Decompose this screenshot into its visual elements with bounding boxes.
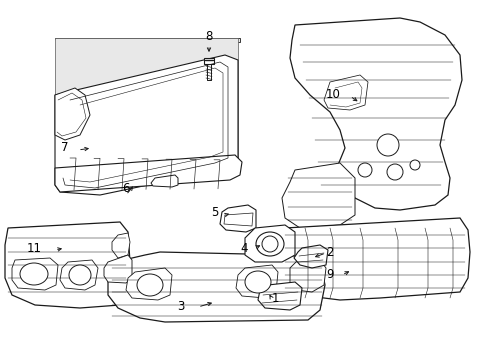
Ellipse shape (20, 263, 48, 285)
Polygon shape (60, 260, 98, 290)
Text: 6: 6 (122, 182, 129, 195)
Polygon shape (55, 88, 90, 140)
Text: 2: 2 (325, 247, 333, 260)
Polygon shape (108, 252, 325, 322)
Text: 11: 11 (27, 242, 42, 255)
Polygon shape (55, 38, 240, 42)
Polygon shape (244, 225, 294, 262)
Polygon shape (151, 175, 178, 187)
Circle shape (409, 160, 419, 170)
Ellipse shape (137, 274, 163, 296)
Circle shape (357, 163, 371, 177)
Polygon shape (55, 38, 238, 165)
Polygon shape (55, 155, 242, 192)
Text: 9: 9 (326, 269, 333, 282)
Ellipse shape (244, 271, 270, 293)
Polygon shape (112, 233, 130, 258)
Polygon shape (220, 205, 256, 232)
Polygon shape (324, 75, 367, 110)
Polygon shape (236, 265, 278, 298)
Polygon shape (126, 268, 172, 300)
Text: 1: 1 (271, 292, 279, 306)
Polygon shape (203, 58, 214, 64)
Text: 10: 10 (325, 87, 340, 100)
Polygon shape (278, 218, 469, 300)
Text: 4: 4 (240, 242, 247, 255)
Ellipse shape (69, 265, 91, 285)
Polygon shape (5, 222, 130, 308)
Polygon shape (289, 18, 461, 210)
Text: 7: 7 (61, 141, 68, 154)
Polygon shape (258, 282, 302, 310)
Polygon shape (104, 255, 132, 283)
Polygon shape (282, 163, 354, 228)
Circle shape (262, 236, 278, 252)
Text: 8: 8 (205, 30, 212, 42)
Text: 5: 5 (210, 207, 218, 220)
Polygon shape (293, 245, 327, 268)
Circle shape (386, 164, 402, 180)
Polygon shape (55, 55, 238, 195)
Polygon shape (289, 258, 325, 292)
Circle shape (376, 134, 398, 156)
Polygon shape (12, 258, 58, 290)
Ellipse shape (256, 232, 284, 256)
Text: 3: 3 (177, 301, 184, 314)
